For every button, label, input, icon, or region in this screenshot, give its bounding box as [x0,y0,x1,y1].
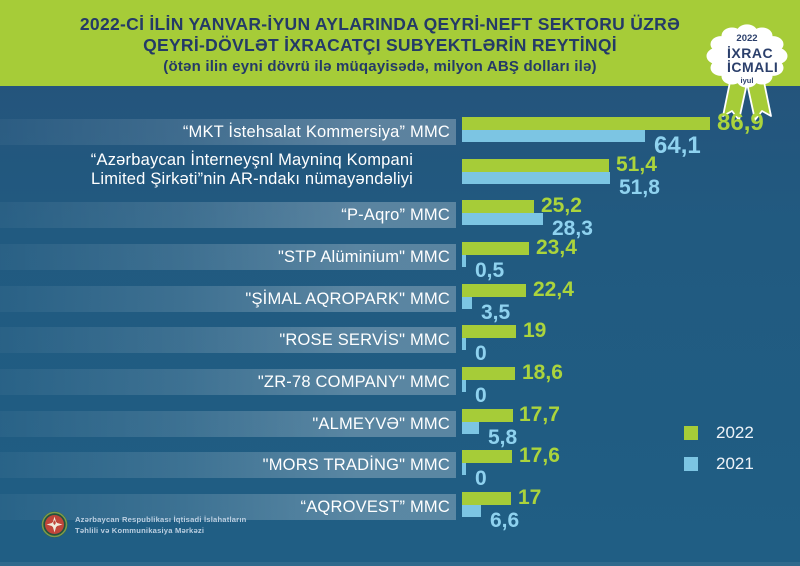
company-label: "STP Alüminium" MMC [278,248,450,266]
company-label: "ROSE SERVİS" MMC [279,331,450,349]
chart-row: "ZR-78 COMPANY" MMC 18,6 0 [0,361,800,409]
bar-2022 [462,450,513,463]
legend-item-2022: 2022 [684,423,754,442]
row-label-band [0,369,456,395]
chart-row: "MORS TRADİNG" MMC 17,6 0 [0,444,800,492]
bar-2021 [462,297,472,309]
bar-2022 [462,117,710,130]
badge-line-1: İXRAC [727,45,773,61]
row-label-band [0,119,456,145]
title-line-2: QEYRİ-DÖVLƏT İXRACATÇI SUBYEKTLƏRİN REYT… [143,35,617,55]
value-2021: 0 [475,467,487,490]
bar-2021 [462,380,466,392]
value-2022: 18,6 [522,361,563,384]
value-2021: 28,3 [552,217,593,240]
bar-2022 [462,242,529,255]
value-2021: 0,5 [475,259,505,282]
bar-2021 [462,172,610,184]
value-2021: 6,6 [490,509,520,532]
chart-row: “Azərbaycan İnterneyşnl Mayninq Kompani L… [0,151,800,201]
value-2022: 17,7 [519,403,560,426]
title-line-1: 2022-Cİ İLİN YANVAR-İYUN AYLARINDA QEYRİ… [79,14,681,34]
bar-2022 [462,284,526,297]
chart-row: “P-Aqro” MMC 25,2 28,3 [0,194,800,242]
bar-2021 [462,463,466,475]
footer: Azərbaycan Respublikası İqtisadi İslahat… [41,511,246,538]
bar-2021 [462,130,645,142]
azerbaijan-state-emblem-icon [41,511,68,538]
bar-2022 [462,325,517,338]
company-label: "MORS TRADİNG" MMC [262,456,450,474]
row-label-band [0,286,456,312]
chart-row: "ROSE SERVİS" MMC 19 0 [0,319,800,367]
bar-2022 [462,159,609,172]
row-label-band [0,411,456,437]
badge-line-2: İCMALI [727,59,778,75]
legend-item-2021: 2021 [684,454,754,473]
value-2022: 25,2 [541,194,582,217]
export-review-badge: 2022 İXRAC İCMALI iyul [706,24,788,121]
chart-row: "ALMEYVƏ" MMC 17,7 5,8 [0,403,800,451]
value-2021: 5,8 [488,426,518,449]
legend-label-2022: 2022 [716,423,754,442]
value-2021: 0 [475,384,487,407]
chart-row: “AQROVEST” MMC 17 6,6 [0,486,800,534]
row-label-band [0,244,456,270]
bottom-strip [0,562,800,566]
bar-2021 [462,213,543,225]
row-label-band [0,202,456,228]
value-2021: 0 [475,342,487,365]
ribbon-tails-icon [722,76,772,121]
value-2022: 86,9 [717,109,764,136]
footer-org-line-1: Azərbaycan Respublikası İqtisadi İslahat… [75,514,247,524]
legend-label-2021: 2021 [716,454,754,473]
legend-swatch-2022-icon [684,425,698,440]
legend-swatch-2021-icon [684,456,698,471]
row-label-band [0,327,456,353]
company-label: “Azərbaycan İnterneyşnl Mayninq Kompani L… [90,151,414,188]
bar-2022 [462,367,516,380]
value-2022: 17,6 [519,444,560,467]
page-title: 2022-Cİ İLİN YANVAR-İYUN AYLARINDA QEYRİ… [0,14,760,78]
footer-org-line-2: Təhlili və Kommunikasiya Mərkəzi [75,525,205,535]
footer-org-name: Azərbaycan Respublikası İqtisadi İslahat… [75,514,246,536]
value-2022: 51,4 [616,153,657,176]
company-label: “MKT İstehsalat Kommersiya” MMC [182,123,450,141]
bar-2021 [462,505,481,517]
company-label: “P-Aqro” MMC [341,206,450,224]
bar-2022 [462,200,534,213]
value-2022: 22,4 [533,278,574,301]
bar-2021 [462,422,479,434]
company-label: "ŞİMAL AQROPARK" MMC [245,290,450,308]
bar-2021 [462,338,466,350]
badge-month: iyul [741,76,754,85]
bar-2021 [462,255,466,267]
value-2021: 51,8 [619,176,660,199]
value-2022: 17 [518,486,542,509]
badge-year: 2022 [736,33,757,44]
value-2022: 23,4 [536,236,577,259]
header-band [0,0,800,86]
value-2022: 19 [523,319,547,342]
chart-row: "STP Alüminium" MMC 23,4 0,5 [0,236,800,284]
row-label-band [0,494,456,520]
value-2021: 3,5 [481,301,511,324]
chart-row: "ŞİMAL AQROPARK" MMC 22,4 3,5 [0,278,800,326]
chart-row: “MKT İstehsalat Kommersiya” MMC 86,9 64,… [0,110,800,159]
scalloped-seal-icon [706,24,788,88]
value-2021: 64,1 [654,132,701,159]
bar-2022 [462,409,513,422]
company-label: "ZR-78 COMPANY" MMC [257,373,450,391]
title-subtitle: (ötən ilin eyni dövrü ilə müqayisədə, mi… [163,58,597,75]
bar-2022 [462,492,511,505]
row-label-band [0,452,456,478]
company-label: “AQROVEST” MMC [300,498,450,516]
legend: 2022 2021 [684,423,754,487]
company-label: "ALMEYVƏ" MMC [312,415,450,433]
